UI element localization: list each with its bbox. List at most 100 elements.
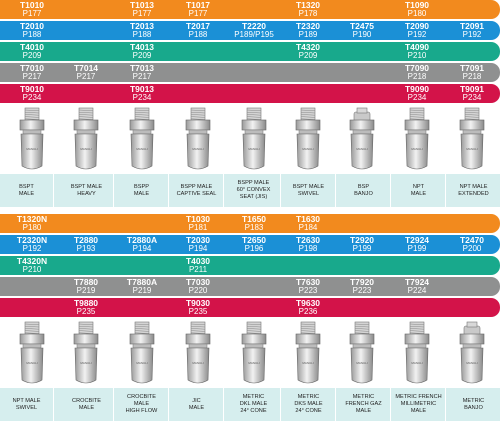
fitting-code: T4320 bbox=[295, 42, 321, 52]
band-orange: T1320N P180 T1030 P181 T1650 P183 T1630 P184 bbox=[0, 214, 500, 233]
fitting-code-cell[interactable]: T2013 P188 bbox=[120, 21, 164, 41]
fitting-code: T2220 bbox=[241, 21, 267, 31]
page-reference: P180 bbox=[407, 8, 427, 18]
fitting-code-cell[interactable]: T1320N P180 bbox=[10, 214, 54, 234]
fitting-code-cell[interactable]: T2630 P198 bbox=[286, 235, 330, 255]
page-reference: P188 bbox=[188, 29, 208, 39]
fitting-code-cell[interactable]: T2030 P194 bbox=[176, 235, 220, 255]
fitting-code-cell[interactable]: T4320N P210 bbox=[10, 256, 54, 276]
fitting-code-cell[interactable]: T7091 P218 bbox=[450, 63, 494, 83]
fitting-code-cell[interactable]: T2650 P196 bbox=[232, 235, 276, 255]
band-gray: T7880 P219 T7880A P219 T7030 P220 T7630 P223 T79… bbox=[0, 277, 500, 296]
fitting-code-cell[interactable]: T4090 P210 bbox=[395, 42, 439, 62]
fitting-code: T2924 bbox=[404, 235, 430, 245]
fitting-code-cell[interactable]: T2220 P189/P195 bbox=[232, 21, 276, 41]
fitting-type-label: BSPT MALE bbox=[0, 174, 54, 207]
fitting-code-cell[interactable]: T1090 P180 bbox=[395, 0, 439, 20]
fitting-code-cell[interactable]: T1017 P177 bbox=[176, 0, 220, 20]
fitting-code-cell[interactable]: T4013 P209 bbox=[120, 42, 164, 62]
fitting-code-cell[interactable]: T7013 P217 bbox=[120, 63, 164, 83]
fitting-type-text: BSPP MALE CAPTIVE SEAL bbox=[176, 183, 217, 197]
fitting-code-cell[interactable]: T7880 P219 bbox=[64, 277, 108, 297]
fitting-code-cell[interactable]: T7090 P218 bbox=[395, 63, 439, 83]
page-reference: P198 bbox=[298, 243, 318, 253]
npt-swivel-fitting-icon: MANULI bbox=[10, 320, 54, 393]
fitting-code-cell[interactable]: T2091 P192 bbox=[450, 21, 494, 41]
fitting-code-cell[interactable]: T4010 P209 bbox=[10, 42, 54, 62]
fitting-code-cell[interactable]: T9090 P234 bbox=[395, 84, 439, 104]
fitting-code-cell[interactable]: T2090 P192 bbox=[395, 21, 439, 41]
fitting-code-cell[interactable]: T1010 P177 bbox=[10, 0, 54, 20]
fitting-code-cell[interactable]: T4320 P209 bbox=[286, 42, 330, 62]
svg-text:MANULI: MANULI bbox=[248, 147, 260, 151]
bspp-captive-seal-fitting-icon: MANULI bbox=[176, 106, 220, 179]
crocbite-male-fitting-icon: MANULI bbox=[64, 320, 108, 393]
fitting-code-cell[interactable]: T9091 P234 bbox=[450, 84, 494, 104]
fitting-code-cell[interactable]: T2920 P199 bbox=[340, 235, 384, 255]
page-reference: P217 bbox=[22, 71, 42, 81]
fitting-label-row: BSPT MALE BSPT MALE HEAVY BSPP MALE BSPP MA… bbox=[0, 174, 500, 207]
fitting-code: T1320N bbox=[16, 214, 48, 224]
fitting-code-cell[interactable]: T2880 P193 bbox=[64, 235, 108, 255]
svg-text:MANULI: MANULI bbox=[26, 361, 38, 365]
fitting-code-cell[interactable]: T7010 P217 bbox=[10, 63, 54, 83]
fitting-code: T7030 bbox=[185, 277, 211, 287]
svg-text:MANULI: MANULI bbox=[80, 361, 92, 365]
fitting-code-cell[interactable]: T2320N P192 bbox=[10, 235, 54, 255]
fitting-code: T7920 bbox=[349, 277, 375, 287]
svg-text:MANULI: MANULI bbox=[466, 361, 478, 365]
fitting-code-cell[interactable]: T1320 P178 bbox=[286, 0, 330, 20]
fitting-code-cell[interactable]: T7880A P219 bbox=[120, 277, 164, 297]
fitting-code-cell[interactable]: T9010 P234 bbox=[10, 84, 54, 104]
fitting-code-cell[interactable]: T7030 P220 bbox=[176, 277, 220, 297]
fitting-code: T4010 bbox=[19, 42, 45, 52]
page-reference: P180 bbox=[22, 222, 42, 232]
french-millimetric-fitting-icon: MANULI bbox=[395, 320, 439, 393]
page-reference: P234 bbox=[22, 92, 42, 102]
fitting-code: T1030 bbox=[185, 214, 211, 224]
fitting-type-label: BSPT MALE HEAVY bbox=[60, 174, 114, 207]
fitting-code-cell[interactable]: T2470 P200 bbox=[450, 235, 494, 255]
fitting-type-text: CROCBITE MALE HIGH FLOW bbox=[125, 394, 158, 414]
fitting-code-cell[interactable]: T7630 P223 bbox=[286, 277, 330, 297]
fitting-code-cell[interactable]: T9630 P236 bbox=[286, 298, 330, 318]
fitting-code-cell[interactable]: T2010 P188 bbox=[10, 21, 54, 41]
fitting-code: T9030 bbox=[185, 298, 211, 308]
fitting-code-cell[interactable]: T7924 P224 bbox=[395, 277, 439, 297]
page-reference: P210 bbox=[22, 264, 42, 274]
page-reference: P184 bbox=[298, 222, 318, 232]
fitting-code-cell[interactable]: T1013 P177 bbox=[120, 0, 164, 20]
fitting-code-cell[interactable]: T4030 P211 bbox=[176, 256, 220, 276]
fitting-code-cell[interactable]: T2320 P189 bbox=[286, 21, 330, 41]
fitting-code-cell[interactable]: T2880A P194 bbox=[120, 235, 164, 255]
fitting-code: T1017 bbox=[185, 0, 211, 10]
page-reference: P219 bbox=[76, 285, 96, 295]
fitting-code-cell[interactable]: T1630 P184 bbox=[286, 214, 330, 234]
fitting-code: T7880 bbox=[73, 277, 99, 287]
page-reference: P209 bbox=[22, 50, 42, 60]
crocbite-high-flow-fitting-icon: MANULI bbox=[120, 320, 164, 393]
fitting-code-cell[interactable]: T9030 P235 bbox=[176, 298, 220, 318]
fitting-type-label: BSPP MALE bbox=[115, 174, 169, 207]
fitting-code: T1630 bbox=[295, 214, 321, 224]
fitting-code-cell[interactable]: T7920 P223 bbox=[340, 277, 384, 297]
fitting-type-text: NPT MALE bbox=[410, 183, 427, 197]
page-reference: P199 bbox=[407, 243, 427, 253]
svg-text:MANULI: MANULI bbox=[302, 361, 314, 365]
fitting-type-text: BSP BANJO bbox=[354, 183, 373, 197]
fitting-code-cell[interactable]: T9880 P235 bbox=[64, 298, 108, 318]
fitting-type-text: METRIC FRENCH MILLIMETRIC MALE bbox=[395, 394, 442, 414]
fitting-code-cell[interactable]: T2017 P188 bbox=[176, 21, 220, 41]
fitting-code-cell[interactable]: T2475 P190 bbox=[340, 21, 384, 41]
fitting-code-cell[interactable]: T1030 P181 bbox=[176, 214, 220, 234]
fitting-code: T7924 bbox=[404, 277, 430, 287]
fitting-type-text: BSPT MALE bbox=[18, 183, 35, 197]
fitting-code-cell[interactable]: T2924 P199 bbox=[395, 235, 439, 255]
fitting-label-row: NPT MALE SWIVEL CROCBITE MALE CROCBITE MAL… bbox=[0, 388, 500, 421]
fitting-code-cell[interactable]: T7014 P217 bbox=[64, 63, 108, 83]
fitting-code-cell[interactable]: T1650 P183 bbox=[232, 214, 276, 234]
fitting-code: T7090 bbox=[404, 63, 430, 73]
fitting-code-cell[interactable]: T9013 P234 bbox=[120, 84, 164, 104]
bspt-male-fitting-icon: MANULI bbox=[10, 106, 54, 179]
page-reference: P199 bbox=[352, 243, 372, 253]
